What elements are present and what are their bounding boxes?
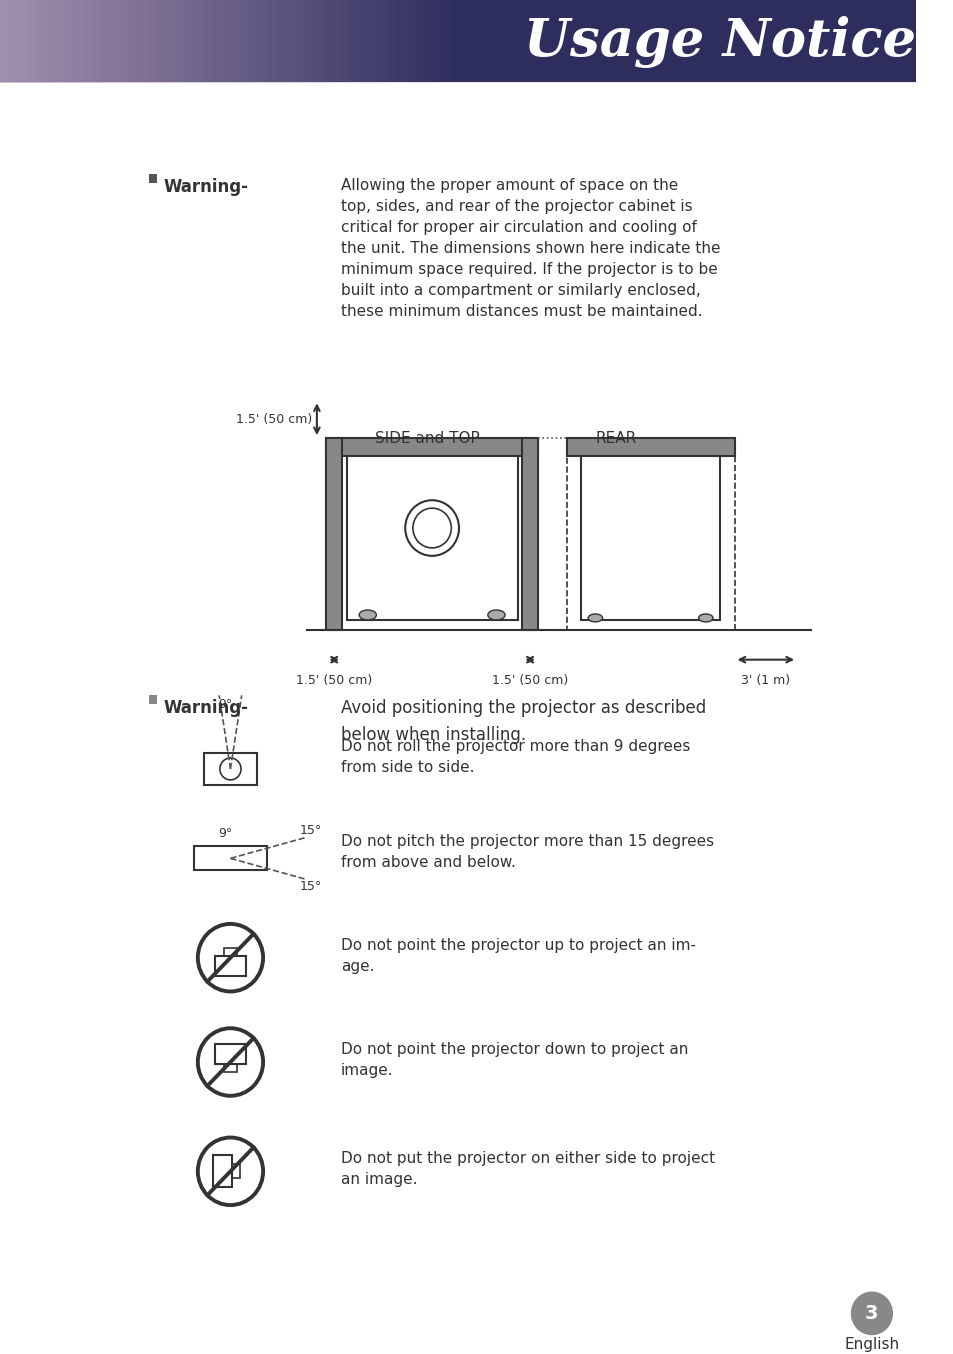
Bar: [451, 0, 460, 84]
Text: 9°: 9°: [218, 697, 233, 711]
Bar: [267, 0, 276, 84]
Text: 9°: 9°: [218, 827, 233, 839]
Bar: [28, 0, 37, 84]
Bar: [46, 0, 55, 84]
Bar: [359, 0, 369, 84]
Bar: [566, 439, 734, 456]
Text: 1.5' (50 cm): 1.5' (50 cm): [492, 673, 568, 686]
Bar: [0, 0, 10, 84]
Text: Allowing the proper amount of space on the
top, sides, and rear of the projector: Allowing the proper amount of space on t…: [340, 177, 720, 318]
Bar: [369, 0, 377, 84]
Bar: [224, 1064, 237, 1072]
Bar: [231, 0, 239, 84]
Bar: [424, 0, 433, 84]
Text: Warning-: Warning-: [163, 700, 248, 718]
Bar: [111, 0, 120, 84]
Bar: [83, 0, 92, 84]
Bar: [322, 0, 332, 84]
Bar: [314, 0, 322, 84]
Text: Do not pitch the projector more than 15 degrees
from above and below.: Do not pitch the projector more than 15 …: [340, 834, 713, 869]
Bar: [10, 0, 18, 84]
Bar: [149, 696, 157, 704]
Bar: [129, 0, 138, 84]
Bar: [149, 173, 157, 183]
Text: 15°: 15°: [299, 825, 321, 837]
Bar: [346, 456, 517, 620]
Bar: [566, 439, 734, 630]
Bar: [405, 0, 415, 84]
Bar: [580, 456, 720, 620]
Bar: [65, 0, 73, 84]
Bar: [221, 0, 231, 84]
Text: Do not put the projector on either side to project
an image.: Do not put the projector on either side …: [340, 1151, 714, 1187]
Text: Warning-: Warning-: [163, 177, 248, 196]
Bar: [92, 0, 101, 84]
Bar: [326, 439, 537, 456]
Bar: [258, 0, 267, 84]
Circle shape: [220, 758, 241, 780]
Bar: [175, 0, 184, 84]
Ellipse shape: [487, 611, 504, 620]
Text: Do not roll the projector more than 9 degrees
from side to side.: Do not roll the projector more than 9 de…: [340, 739, 690, 774]
Text: Do not point the projector down to project an
image.: Do not point the projector down to proje…: [340, 1043, 687, 1078]
Bar: [156, 0, 166, 84]
Text: 1.5' (50 cm): 1.5' (50 cm): [295, 673, 372, 686]
Text: 15°: 15°: [299, 880, 321, 892]
Bar: [396, 0, 405, 84]
Ellipse shape: [588, 613, 602, 621]
Bar: [184, 0, 193, 84]
Bar: [214, 956, 246, 976]
Bar: [203, 0, 212, 84]
Bar: [120, 0, 129, 84]
Bar: [101, 0, 111, 84]
Circle shape: [413, 508, 451, 548]
Text: Avoid positioning the projector as described
below when installing.: Avoid positioning the projector as descr…: [340, 700, 705, 743]
Bar: [213, 1155, 233, 1187]
Bar: [73, 0, 83, 84]
Bar: [37, 0, 46, 84]
Bar: [193, 0, 203, 84]
Bar: [203, 753, 257, 785]
Bar: [214, 1044, 246, 1064]
Bar: [276, 0, 286, 84]
Bar: [224, 948, 237, 956]
Ellipse shape: [698, 613, 712, 621]
Bar: [233, 1164, 240, 1178]
Bar: [350, 0, 359, 84]
Bar: [249, 0, 258, 84]
Bar: [415, 0, 424, 84]
Text: REAR: REAR: [595, 431, 636, 447]
Circle shape: [850, 1292, 892, 1335]
Ellipse shape: [358, 611, 376, 620]
Bar: [193, 846, 267, 871]
Circle shape: [405, 500, 458, 556]
Text: English: English: [843, 1338, 899, 1353]
Bar: [286, 0, 294, 84]
Text: Usage Notice: Usage Notice: [523, 16, 915, 68]
Bar: [148, 0, 156, 84]
Bar: [55, 0, 65, 84]
Bar: [326, 439, 341, 630]
Text: 1.5' (50 cm): 1.5' (50 cm): [235, 413, 312, 425]
Bar: [442, 0, 451, 84]
Bar: [294, 0, 304, 84]
Bar: [138, 0, 148, 84]
Bar: [377, 0, 387, 84]
Bar: [212, 0, 221, 84]
Text: Do not point the projector up to project an im-
age.: Do not point the projector up to project…: [340, 938, 695, 974]
Bar: [522, 439, 537, 630]
Bar: [239, 0, 249, 84]
Bar: [18, 0, 28, 84]
Bar: [304, 0, 314, 84]
Text: 3' (1 m): 3' (1 m): [740, 673, 789, 686]
Bar: [166, 0, 175, 84]
Bar: [332, 0, 341, 84]
Bar: [433, 0, 442, 84]
Text: 3: 3: [864, 1304, 878, 1323]
Bar: [0, 0, 915, 84]
Bar: [341, 0, 350, 84]
Bar: [387, 0, 396, 84]
Text: SIDE and TOP: SIDE and TOP: [375, 431, 478, 447]
